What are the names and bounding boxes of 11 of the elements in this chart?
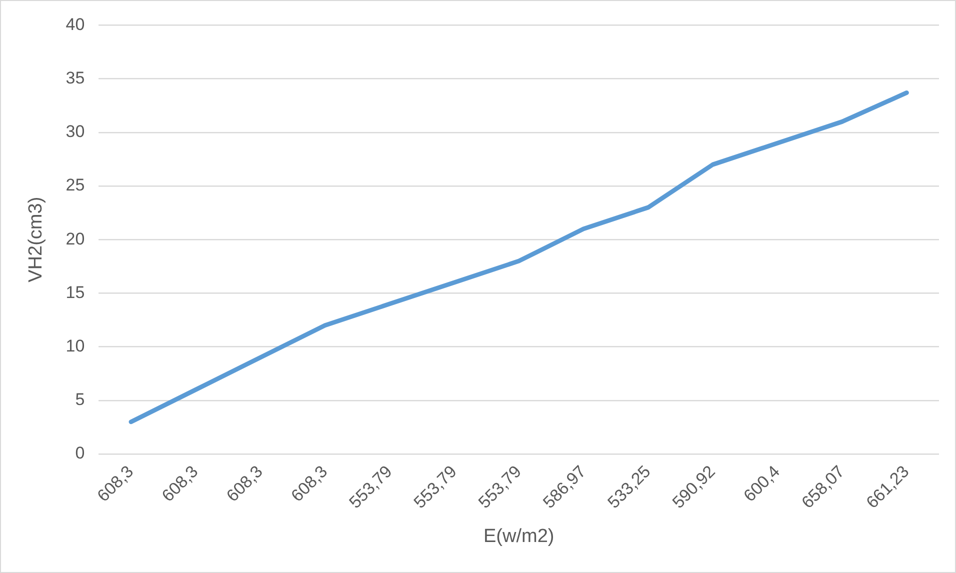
y-axis-title: VH2(cm3) (26, 196, 47, 282)
y-tick-label: 30 (66, 122, 85, 142)
x-axis-title: E(w/m2) (483, 526, 554, 547)
y-tick-label: 35 (66, 68, 85, 88)
y-tick-label: 0 (75, 444, 85, 463)
y-tick-label: 20 (66, 229, 85, 248)
y-tick-label: 25 (66, 176, 85, 195)
y-tick-label: 40 (66, 14, 85, 34)
y-tick-label: 5 (75, 390, 85, 410)
y-tick-label: 15 (66, 282, 85, 302)
y-tick-label: 10 (66, 336, 85, 356)
